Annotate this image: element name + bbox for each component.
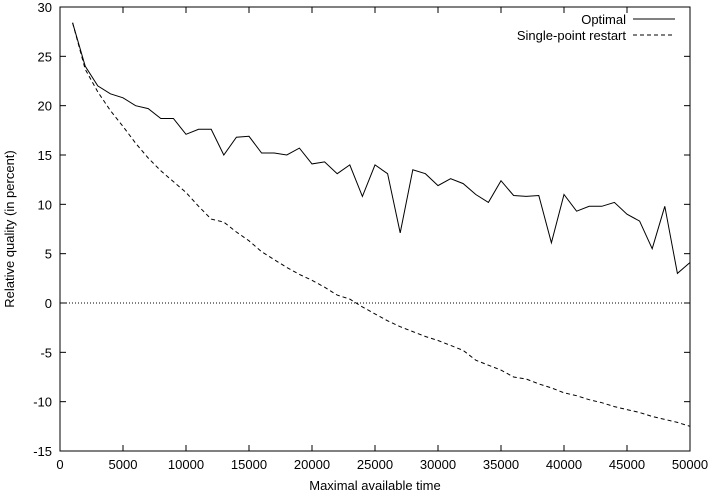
x-tick-label: 45000: [609, 457, 645, 472]
y-tick-label: -15: [33, 444, 52, 459]
y-tick-label: 20: [38, 99, 52, 114]
x-tick-label: 50000: [672, 457, 708, 472]
y-axis-label: Relative quality (in percent): [2, 150, 17, 308]
x-tick-label: 35000: [483, 457, 519, 472]
x-tick-label: 25000: [357, 457, 393, 472]
x-tick-label: 0: [56, 457, 63, 472]
plot-frame: [59, 6, 691, 452]
x-tick-label: 15000: [231, 457, 267, 472]
series-line-single-point-restart: [72, 22, 691, 427]
y-tick-label: 10: [38, 197, 52, 212]
legend-label-optimal: Optimal: [581, 12, 626, 27]
y-tick-label: 0: [45, 296, 52, 311]
y-tick-label: 15: [38, 148, 52, 163]
y-tick-label: -5: [40, 345, 52, 360]
x-tick-label: 10000: [168, 457, 204, 472]
x-tick-label: 30000: [420, 457, 456, 472]
series-line-optimal: [72, 22, 691, 275]
x-tick-label: 20000: [294, 457, 330, 472]
legend-label-single-point-restart: Single-point restart: [517, 28, 626, 43]
y-tick-label: -10: [33, 395, 52, 410]
y-tick-label: 30: [38, 0, 52, 15]
x-tick-label: 5000: [109, 457, 138, 472]
y-tick-label: 5: [45, 247, 52, 262]
x-tick-label: 40000: [546, 457, 582, 472]
y-tick-label: 25: [38, 49, 52, 64]
legend: Optimal Single-point restart: [517, 12, 675, 43]
x-axis-label: Maximal available time: [309, 478, 441, 493]
